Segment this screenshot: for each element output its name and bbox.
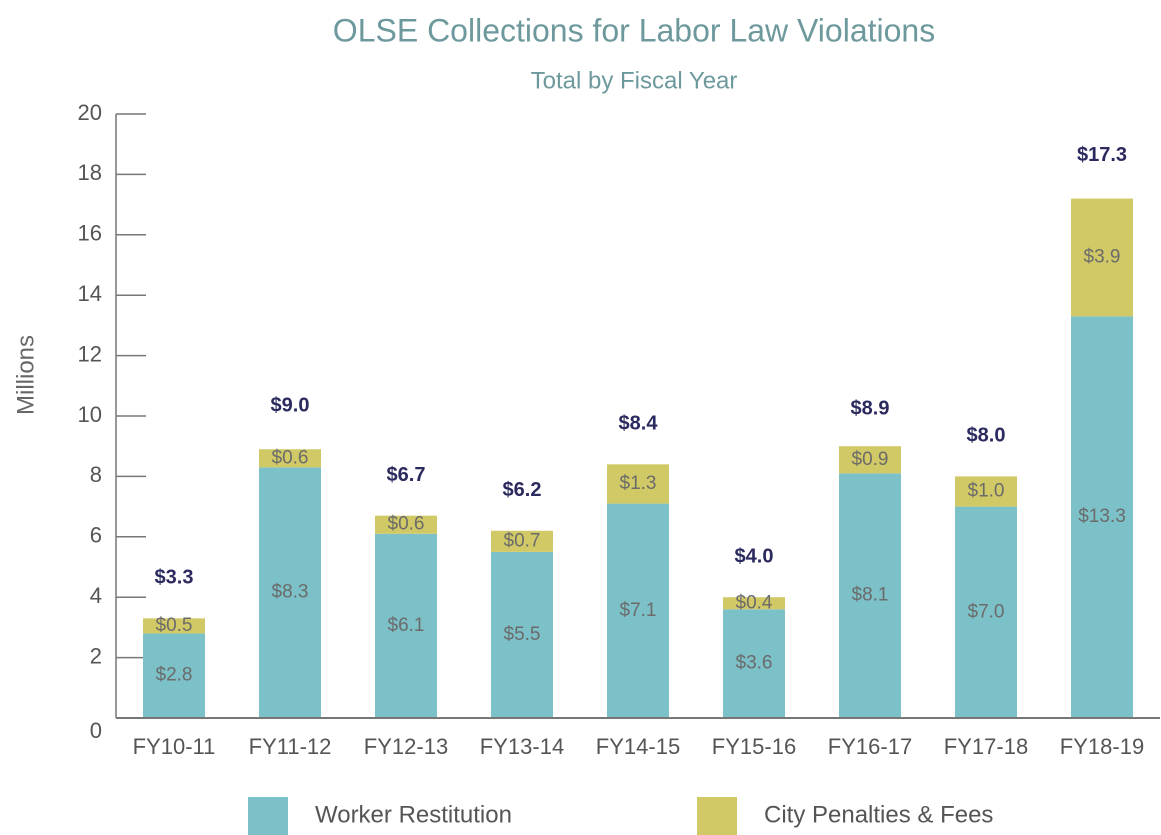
legend-swatch [697,797,737,835]
legend-label: Worker Restitution [315,801,512,828]
y-tick-label: 16 [78,221,102,246]
segment-label: $0.9 [852,449,889,470]
bar-segment [1071,316,1133,718]
legend-label: City Penalties & Fees [764,801,993,828]
y-tick-label: 12 [78,341,102,366]
bar-segment [1071,198,1133,317]
segment-label: $0.6 [388,514,425,535]
segment-label: $6.1 [388,615,425,636]
segment-label: $5.5 [504,624,541,645]
bar-segment [491,551,553,718]
segment-label: $1.0 [968,481,1005,502]
y-tick-label: 14 [78,281,102,306]
segment-label: $7.1 [620,600,657,621]
bar-segment [723,609,785,718]
bar-segment [955,476,1017,507]
y-tick-label: 20 [78,100,102,125]
y-tick-label: 6 [90,523,102,548]
segment-label: $0.5 [156,615,193,636]
segment-label: $0.6 [272,447,309,468]
segment-label: $3.9 [1084,246,1121,267]
bar-segment [839,446,901,474]
segment-label: $3.6 [736,653,773,674]
total-label: $6.2 [503,479,542,501]
segment-label: $2.8 [156,665,193,686]
x-tick-label: FY15-16 [712,734,796,759]
segment-label: $8.1 [852,585,889,606]
y-tick-label: 2 [90,643,102,668]
segment-label: $7.0 [968,601,1005,622]
total-label: $9.0 [271,394,310,416]
x-tick-label: FY18-19 [1060,734,1144,759]
bar-segment [375,533,437,718]
x-tick-label: FY12-13 [364,734,448,759]
bar-segment [143,633,205,718]
y-tick-label: 8 [90,462,102,487]
total-label: $8.9 [851,398,890,420]
x-tick-label: FY10-11 [133,734,216,759]
total-label: $8.0 [967,425,1006,447]
y-tick-label: 4 [90,583,102,608]
segment-label: $8.3 [272,582,309,603]
y-tick-label: 18 [78,160,102,185]
total-label: $3.3 [155,567,194,589]
bar-segment [607,503,669,718]
total-label: $8.4 [619,413,659,435]
x-tick-label: FY11-12 [249,734,332,759]
chart-title: OLSE Collections for Labor Law Violation… [333,12,935,48]
x-tick-label: FY14-15 [596,734,680,759]
bar-segment [259,449,321,468]
segment-label: $13.3 [1078,506,1126,527]
bar-segment [607,464,669,504]
segment-label: $1.3 [620,473,657,494]
y-tick-label: 0 [90,718,102,743]
bar-segment [491,530,553,552]
chart-subtitle: Total by Fiscal Year [531,67,738,94]
bar-segment [955,506,1017,718]
segment-label: $0.7 [504,530,541,551]
y-axis-label: Millions [12,335,39,415]
segment-label: $0.4 [736,592,773,613]
legend-swatch [248,797,288,835]
bar-segment [839,473,901,718]
y-tick-label: 10 [78,402,102,427]
x-tick-label: FY17-18 [944,734,1028,759]
x-tick-label: FY16-17 [828,734,912,759]
bar-segment [375,515,437,534]
total-label: $17.3 [1077,144,1127,166]
bar-segment [723,597,785,610]
x-tick-label: FY13-14 [480,734,564,759]
bar-segment [259,467,321,718]
bar-segment [143,618,205,634]
total-label: $6.7 [387,464,426,486]
total-label: $4.0 [735,545,774,567]
